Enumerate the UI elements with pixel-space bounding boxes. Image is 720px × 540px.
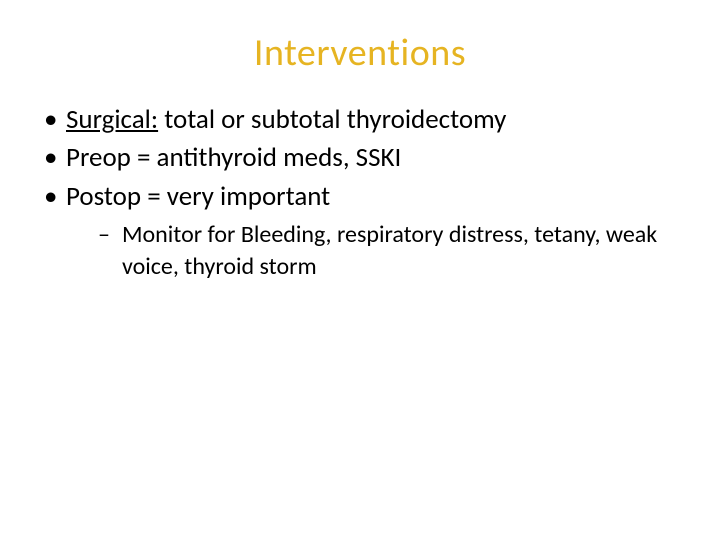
bullet-list: Surgical: total or subtotal thyroidectom… bbox=[38, 102, 682, 282]
sub-bullet-text: Monitor for Bleeding, respiratory distre… bbox=[122, 220, 657, 280]
slide-title: Interventions bbox=[38, 30, 682, 76]
bullet-emphasis: Surgical: bbox=[66, 103, 158, 136]
bullet-text: Preop = antithyroid meds, SSKI bbox=[66, 141, 401, 174]
bullet-text: total or subtotal thyroidectomy bbox=[158, 103, 506, 136]
list-item: Preop = antithyroid meds, SSKI bbox=[38, 140, 682, 176]
slide: Interventions Surgical: total or subtota… bbox=[0, 0, 720, 540]
bullet-text: Postop = very important bbox=[66, 180, 330, 213]
list-item: Postop = very important Monitor for Blee… bbox=[38, 179, 682, 282]
list-item: Surgical: total or subtotal thyroidectom… bbox=[38, 102, 682, 138]
sub-bullet-list: Monitor for Bleeding, respiratory distre… bbox=[66, 219, 682, 281]
sub-list-item: Monitor for Bleeding, respiratory distre… bbox=[66, 219, 682, 281]
